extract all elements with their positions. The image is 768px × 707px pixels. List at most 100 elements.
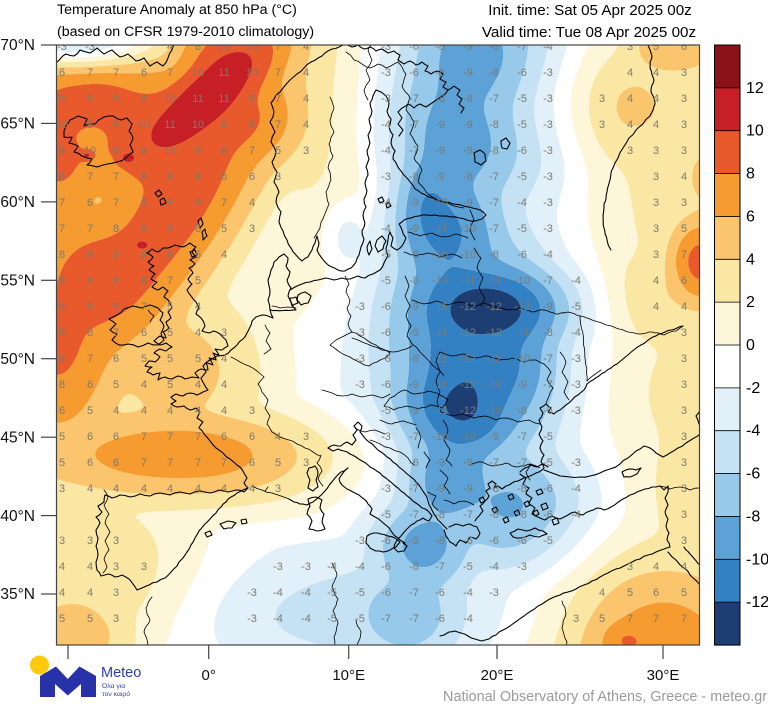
svg-text:4: 4 [113,483,119,495]
svg-text:4: 4 [221,483,227,495]
svg-text:4: 4 [195,327,201,339]
svg-text:-6: -6 [381,353,391,365]
svg-text:4: 4 [653,67,659,79]
svg-text:7: 7 [141,431,147,443]
svg-text:6: 6 [113,353,119,365]
svg-text:6: 6 [59,67,65,79]
svg-text:7: 7 [113,171,119,183]
svg-text:8: 8 [167,249,173,261]
svg-text:5: 5 [113,379,119,391]
svg-text:4: 4 [303,93,309,105]
svg-text:8: 8 [87,327,93,339]
svg-text:9: 9 [113,249,119,261]
svg-text:-10: -10 [432,275,448,287]
svg-text:6: 6 [221,431,227,443]
svg-text:4: 4 [59,561,65,573]
svg-text:-9: -9 [409,327,419,339]
svg-text:7: 7 [653,613,659,625]
svg-text:-3: -3 [543,93,553,105]
svg-text:3: 3 [599,119,605,131]
svg-text:-4: -4 [381,145,391,157]
svg-text:-3: -3 [355,353,365,365]
svg-text:3: 3 [681,431,687,443]
svg-text:7: 7 [221,457,227,469]
svg-text:8: 8 [59,327,65,339]
svg-text:-9: -9 [409,405,419,417]
svg-text:3: 3 [113,587,119,599]
svg-text:6: 6 [195,249,201,261]
svg-text:4: 4 [87,483,93,495]
svg-text:4: 4 [681,301,687,313]
svg-text:9: 9 [59,93,65,105]
svg-text:-8: -8 [489,483,499,495]
svg-text:4: 4 [249,197,255,209]
svg-text:-7: -7 [409,509,419,521]
svg-text:-8: -8 [489,41,499,53]
svg-text:3: 3 [59,483,65,495]
svg-text:60°N: 60°N [0,194,35,211]
svg-text:45°N: 45°N [0,429,35,446]
svg-text:65°N: 65°N [0,116,35,133]
svg-text:7: 7 [59,223,65,235]
svg-text:7: 7 [141,457,147,469]
svg-text:-4: -4 [571,327,581,339]
svg-text:National Observatory of Athens: National Observatory of Athens, Greece -… [443,689,767,705]
svg-text:-11: -11 [432,223,447,235]
svg-text:-3: -3 [489,587,499,599]
svg-text:-3: -3 [381,483,391,495]
svg-text:-5: -5 [381,405,391,417]
svg-text:4: 4 [141,483,147,495]
svg-text:-12: -12 [486,301,502,313]
svg-text:4: 4 [249,483,255,495]
svg-text:-11: -11 [460,275,475,287]
svg-text:-5: -5 [517,119,527,131]
svg-text:-6: -6 [381,327,391,339]
svg-text:-4: -4 [381,119,391,131]
svg-text:-7: -7 [409,587,419,599]
svg-text:3: 3 [627,145,633,157]
svg-text:4: 4 [746,251,755,268]
svg-text:3: 3 [681,67,687,79]
svg-text:-7: -7 [543,275,553,287]
svg-text:-8: -8 [409,249,419,261]
svg-text:-8: -8 [746,508,760,525]
svg-text:-8: -8 [517,405,527,417]
svg-text:-9: -9 [463,119,473,131]
svg-text:4: 4 [653,119,659,131]
svg-text:4: 4 [221,353,227,365]
svg-text:-12: -12 [460,353,476,365]
svg-text:2: 2 [746,294,755,311]
svg-text:6: 6 [59,405,65,417]
svg-text:9: 9 [87,275,93,287]
svg-text:10: 10 [218,41,230,53]
svg-text:-11: -11 [432,353,447,365]
svg-text:6: 6 [141,67,147,79]
svg-text:9: 9 [195,197,201,209]
svg-text:-4: -4 [327,561,337,573]
svg-text:8: 8 [195,223,201,235]
svg-text:4: 4 [653,301,659,313]
svg-text:-8: -8 [489,509,499,521]
svg-text:-9: -9 [463,483,473,495]
svg-text:-7: -7 [409,145,419,157]
svg-text:-5: -5 [327,587,337,599]
svg-text:-4: -4 [355,561,365,573]
svg-text:9: 9 [195,171,201,183]
svg-text:-3: -3 [247,613,257,625]
svg-text:9: 9 [167,223,173,235]
svg-text:-11: -11 [432,327,447,339]
svg-text:-3: -3 [543,145,553,157]
svg-text:-9: -9 [435,171,445,183]
svg-text:3: 3 [627,41,633,53]
svg-text:-7: -7 [409,483,419,495]
svg-text:7: 7 [275,119,281,131]
svg-text:6: 6 [681,275,687,287]
svg-text:-7: -7 [409,119,419,131]
svg-text:-12: -12 [746,594,768,611]
svg-text:-5: -5 [517,93,527,105]
svg-text:10: 10 [192,67,204,79]
svg-text:-10: -10 [460,431,476,443]
svg-text:5: 5 [167,301,173,313]
svg-text:10: 10 [164,93,176,105]
svg-text:-9: -9 [463,41,473,53]
